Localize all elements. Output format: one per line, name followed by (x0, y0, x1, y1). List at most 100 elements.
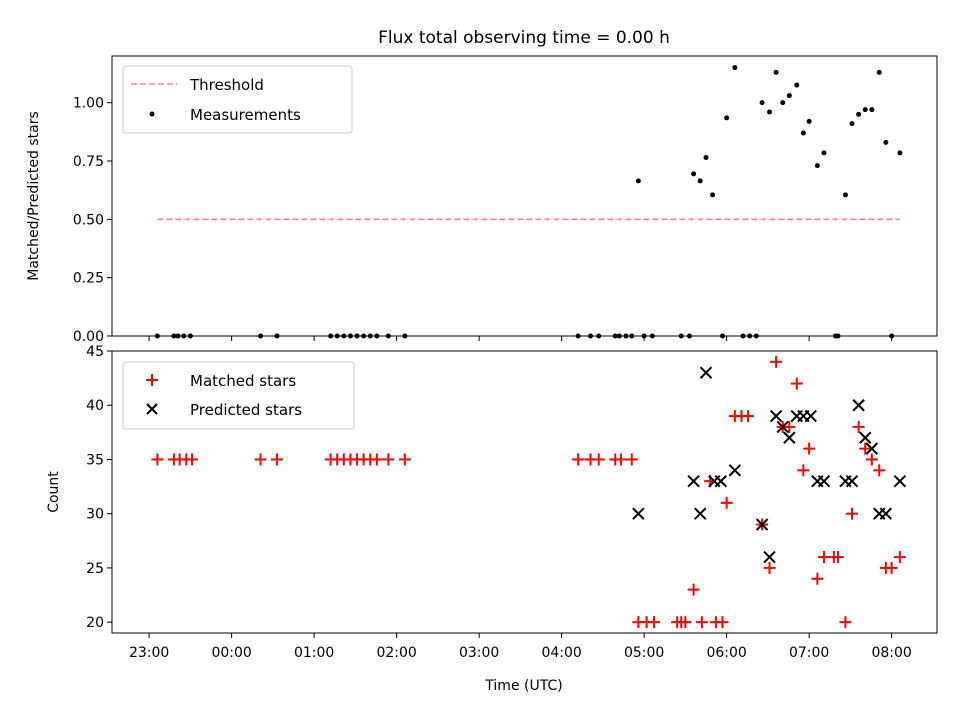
predicted-star-stroke (632, 507, 645, 520)
top-y-tick-label: 0.50 (73, 212, 104, 228)
predicted-star-point (699, 366, 713, 379)
legend-predicted-swatch (146, 403, 158, 415)
bottom-y-tick-label: 35 (86, 452, 104, 468)
predicted-star-point (845, 474, 859, 488)
bottom-x-tick-label: 07:00 (789, 645, 829, 661)
matched-star-point (852, 420, 865, 433)
measurement-point (773, 69, 779, 75)
measurement-point (849, 121, 855, 127)
predicted-star-point (769, 409, 783, 423)
matched-star-point (803, 442, 816, 455)
matched-star-point (398, 453, 411, 466)
bottom-y-tick-label: 40 (86, 398, 104, 414)
predicted-star-point (728, 464, 742, 477)
predicted-star-point (817, 474, 831, 488)
predicted-star-point (783, 431, 796, 444)
bottom-panel: 20 25 30 35 40 45 23:00 00:00 01:00 02:00 03:00 04:… (46, 344, 938, 694)
matched-star-point (865, 453, 878, 466)
matched-star-point (648, 616, 661, 629)
matched-star-point (254, 453, 267, 466)
matched-star-point (720, 496, 733, 509)
matched-star-point (382, 453, 395, 466)
predicted-star-point (755, 518, 769, 531)
predicted-star-stroke (699, 366, 713, 379)
bottom-x-tick-label: 01:00 (294, 645, 334, 661)
bottom-y-tick-label: 20 (86, 615, 104, 631)
predicted-star-point (687, 474, 700, 488)
bottom-axes-frame (111, 350, 938, 634)
bottom-y-axis-label: Count (46, 471, 62, 513)
bottom-x-tick-label: 05:00 (624, 645, 664, 661)
bottom-x-tick-label: 00:00 (211, 645, 251, 661)
legend-matched-label: Matched stars (190, 372, 296, 390)
matched-star-point (873, 464, 886, 477)
measurement-point (856, 111, 862, 117)
predicted-star-point (859, 431, 872, 444)
bottom-x-tick-label: 02:00 (376, 645, 416, 661)
matched-star-point (770, 355, 783, 368)
matched-star-point (797, 464, 810, 477)
measurement-point (876, 69, 882, 75)
top-ticks-group: 0.00 0.25 0.50 0.75 1.00 (73, 96, 893, 345)
matched-star-point (679, 616, 692, 629)
predicted-star-point (879, 507, 893, 520)
bottom-x-tick-label: 23:00 (129, 645, 169, 661)
matched-star-point (763, 561, 776, 574)
matched-points-group (151, 355, 906, 629)
top-panel: Flux total observing time = 0.00 h 0.000… (26, 28, 938, 345)
predicted-star-stroke (763, 550, 776, 564)
predicted-star-stroke (769, 409, 783, 423)
top-legend: Threshold Measurements (122, 65, 353, 134)
legend-measurements-swatch (149, 111, 155, 117)
measurement-point (869, 107, 875, 113)
matched-star-point (790, 377, 803, 390)
legend-predicted-label: Predicted stars (190, 401, 302, 419)
predicted-star-stroke (776, 420, 789, 434)
measurement-point (800, 130, 806, 136)
matched-star-point (572, 453, 585, 466)
measurement-point (724, 115, 730, 121)
matched-star-point (811, 572, 824, 585)
matched-star-point (716, 616, 729, 629)
matched-star-point (370, 453, 383, 466)
measurement-point (697, 178, 703, 184)
matched-star-point (151, 453, 164, 466)
predicted-star-stroke (694, 507, 707, 520)
matched-star-point (742, 410, 755, 423)
measurement-point (842, 192, 848, 198)
bottom-x-tick-label: 06:00 (706, 645, 746, 661)
matched-star-point (846, 507, 859, 520)
bottom-y-tick-label: 45 (86, 344, 104, 360)
predicted-star-stroke (852, 399, 865, 412)
measurement-point (759, 100, 765, 106)
predicted-star-point (804, 409, 817, 423)
top-y-axis-label: Matched/Predicted stars (26, 111, 42, 281)
matched-star-point (839, 616, 852, 629)
top-legend-box (122, 65, 353, 134)
legend-measurements-label: Measurements (190, 106, 301, 124)
bottom-legend: Matched stars Predicted stars (122, 361, 355, 430)
predicted-star-stroke (687, 474, 700, 488)
predicted-star-point (893, 474, 907, 488)
predicted-star-stroke (859, 431, 872, 444)
predicted-star-stroke (714, 474, 728, 488)
matched-star-point (592, 453, 605, 466)
top-y-tick-label: 0.00 (73, 329, 104, 345)
matched-star-point (625, 453, 638, 466)
predicted-star-stroke (783, 431, 796, 444)
measurement-point (767, 109, 773, 115)
matched-star-point (859, 442, 872, 455)
measurement-point (691, 171, 697, 177)
measurement-point (814, 163, 820, 169)
predicted-star-stroke (755, 518, 769, 531)
predicted-star-point (776, 420, 789, 434)
measurement-point (703, 155, 709, 160)
predicted-points-group (632, 366, 907, 564)
measurement-point (897, 150, 903, 156)
matched-star-point (893, 551, 906, 564)
predicted-star-point (763, 550, 776, 564)
measurement-point (806, 118, 812, 124)
predicted-star-point (865, 442, 879, 455)
matched-star-point (885, 561, 898, 574)
matched-star-point (271, 453, 283, 466)
